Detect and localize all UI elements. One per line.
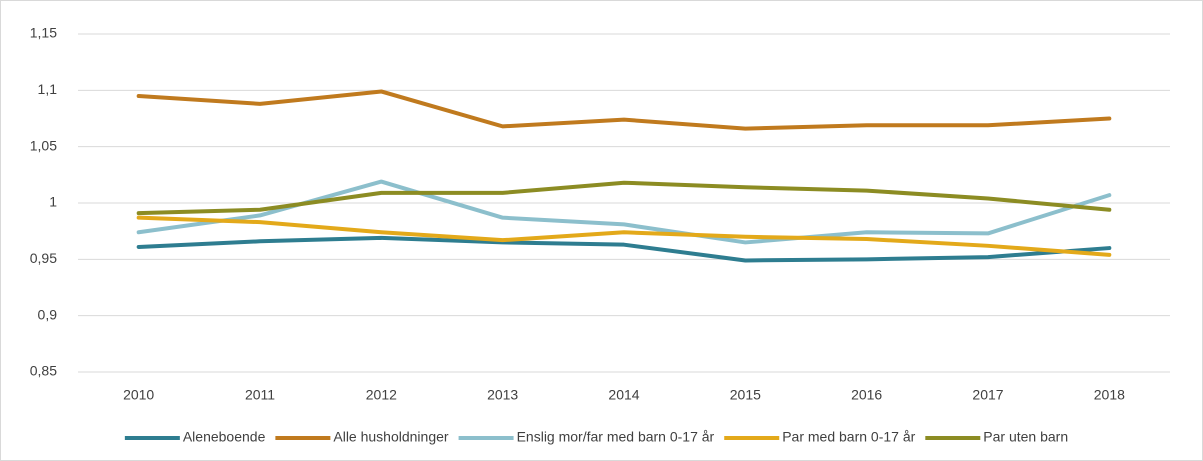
x-tick-label: 2015 xyxy=(730,387,761,403)
x-tick-label: 2014 xyxy=(608,387,639,403)
legend-label: Alle husholdninger xyxy=(333,429,449,445)
y-tick-label: 1,1 xyxy=(38,81,58,97)
series-line xyxy=(136,215,1112,257)
series-line xyxy=(136,235,1112,263)
y-tick-label: 0,95 xyxy=(30,250,57,266)
x-tick-label: 2010 xyxy=(123,387,154,403)
y-tick-label: 1 xyxy=(49,194,57,210)
x-tick-label: 2018 xyxy=(1094,387,1125,403)
x-tick-label: 2016 xyxy=(851,387,882,403)
y-tick-label: 1,15 xyxy=(30,25,57,41)
y-tick-label: 0,85 xyxy=(30,363,57,379)
legend-label: Par med barn 0-17 år xyxy=(782,429,915,445)
x-tick-label: 2017 xyxy=(972,387,1003,403)
legend-label: Enslig mor/far med barn 0-17 år xyxy=(517,429,715,445)
series-line xyxy=(136,180,1112,216)
x-tick-label: 2013 xyxy=(487,387,518,403)
x-tick-label: 2011 xyxy=(245,387,275,403)
legend-label: Par uten barn xyxy=(983,429,1068,445)
y-tick-label: 1,05 xyxy=(30,137,57,153)
legend-label: Aleneboende xyxy=(183,429,266,445)
series-line xyxy=(136,89,1112,131)
y-tick-label: 0,9 xyxy=(38,306,58,322)
x-tick-label: 2012 xyxy=(366,387,397,403)
